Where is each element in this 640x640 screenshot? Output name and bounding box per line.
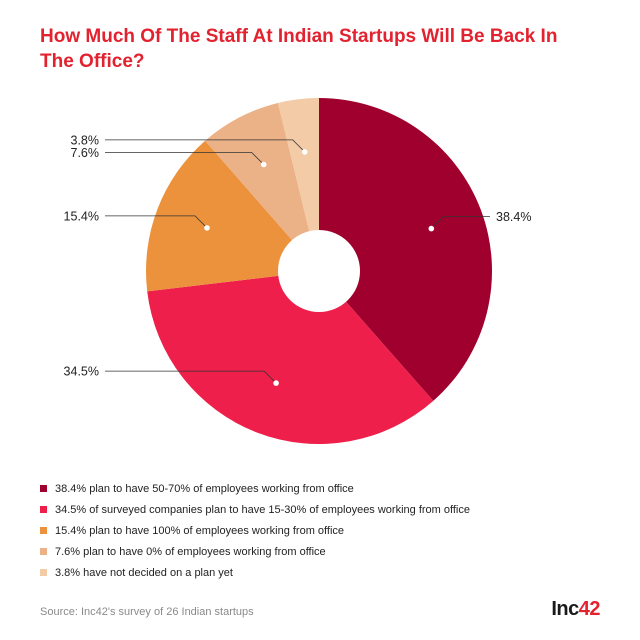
donut-hole [278,230,360,312]
pie-slice [147,271,434,444]
callout-line [105,139,305,153]
legend-item: 3.8% have not decided on a plan yet [40,562,470,583]
source-note: Source: Inc42's survey of 26 Indian star… [40,606,254,618]
callout-dot [301,149,308,155]
pie-slice [277,98,319,271]
donut-chart: 38.4% 34.5% 15.4% 7.6%3.8% [64,98,531,444]
callout-line [105,152,264,165]
chart-title: How Much Of The Staff At Indian Startups… [40,26,558,72]
callout-dot [428,225,435,232]
legend-label: 38.4% plan to have 50-70% of employees w… [55,482,354,495]
pie-slice [205,102,319,271]
legend-item: 34.5% of surveyed companies plan to have… [40,499,470,520]
callout-line [431,216,490,229]
logo-accent: 42 [578,598,601,620]
legend-item: 38.4% plan to have 50-70% of employees w… [40,478,470,499]
pie-slice [319,98,492,401]
data-label: 15.4% [64,209,99,223]
data-label: 34.5% [64,365,99,379]
inc42-logo: Inc42 [551,598,600,621]
callout-line [105,370,277,384]
legend-item: 15.4% plan to have 100% of employees wor… [40,520,470,541]
callout-dot [273,380,279,386]
legend-swatch [40,527,47,534]
legend-label: 3.8% have not decided on a plan yet [55,566,233,579]
legend-item: 7.6% plan to have 0% of employees workin… [40,541,470,562]
pie-slice [146,140,319,292]
callout-dot [260,161,267,168]
data-label: 38.4% [496,210,531,224]
legend-swatch [40,548,47,555]
legend-swatch [40,485,47,492]
logo-main: Inc [551,598,579,620]
callout-dot [204,225,210,231]
callout-line [105,215,208,229]
data-label: 3.8% [71,133,100,147]
legend-label: 15.4% plan to have 100% of employees wor… [55,524,345,537]
legend-label: 34.5% of surveyed companies plan to have… [55,503,470,516]
legend-label: 7.6% plan to have 0% of employees workin… [55,545,326,558]
data-label: 7.6% [71,146,100,160]
legend-swatch [40,506,47,513]
legend: 38.4% plan to have 50-70% of employees w… [40,478,470,583]
legend-swatch [40,569,47,576]
